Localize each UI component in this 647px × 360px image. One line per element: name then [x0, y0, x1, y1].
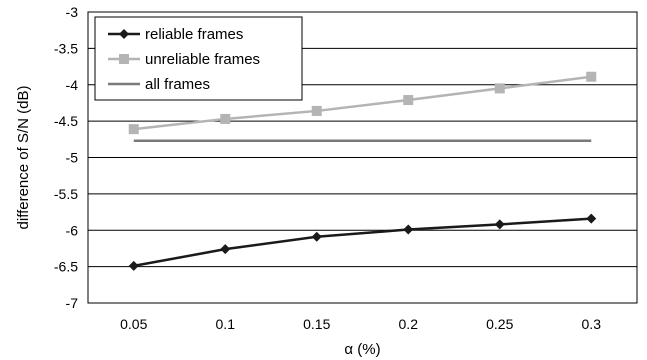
x-tick-label-4: 0.25: [486, 316, 513, 332]
y-tick-label-2: -4: [66, 77, 79, 93]
point-0-4: [494, 219, 505, 230]
plot-area-frame: [87, 11, 638, 304]
point-0-3: [403, 224, 414, 235]
point-1-5: [586, 71, 597, 82]
y-tick-label-0: -3: [66, 4, 79, 20]
x-tick-label-0: 0.05: [120, 316, 147, 332]
point-1-2: [311, 105, 322, 116]
y-axis-tick-labels: -3 -3.5 -4 -4.5 -5 -5.5 -6 -6.5 -7: [54, 4, 78, 311]
y-tick-label-8: -7: [66, 295, 79, 311]
point-1-0: [128, 124, 139, 135]
point-0-2: [311, 231, 322, 242]
series-line-0: [133, 217, 592, 268]
x-axis-tick-labels: 0.05 0.1 0.15 0.2 0.25 0.3: [120, 316, 601, 332]
series-group: [128, 71, 597, 271]
legend-label-1: unreliable frames: [145, 51, 260, 68]
x-tick-label-2: 0.15: [303, 316, 330, 332]
legend-label-0: reliable frames: [145, 26, 243, 43]
legend: reliable frames unreliable frames all fram…: [94, 16, 303, 101]
x-tick-label-1: 0.1: [216, 316, 236, 332]
series-line-1: [133, 75, 592, 131]
x-tick-label-3: 0.2: [399, 316, 419, 332]
point-0-1: [220, 244, 231, 255]
x-tick-label-5: 0.3: [582, 316, 602, 332]
point-1-3: [403, 95, 414, 106]
y-axis-title: difference of S/N (dB): [15, 86, 32, 230]
point-0-0: [128, 260, 139, 271]
y-tick-label-7: -6.5: [54, 259, 78, 275]
point-0-5: [586, 213, 597, 224]
y-tick-label-5: -5.5: [54, 186, 78, 202]
point-1-4: [494, 83, 505, 94]
legend-label-2: all frames: [145, 76, 210, 93]
legend-marker-1: [119, 54, 129, 64]
legend-marker-0: [119, 29, 129, 39]
y-tick-label-6: -6: [66, 222, 79, 238]
y-tick-label-3: -4.5: [54, 113, 78, 129]
point-1-1: [220, 113, 231, 124]
y-tick-label-4: -5: [66, 150, 79, 166]
y-tick-label-1: -3.5: [54, 40, 78, 56]
legend-items: reliable frames unreliable frames all fram…: [108, 26, 260, 93]
x-axis-title: α (%): [344, 341, 380, 358]
